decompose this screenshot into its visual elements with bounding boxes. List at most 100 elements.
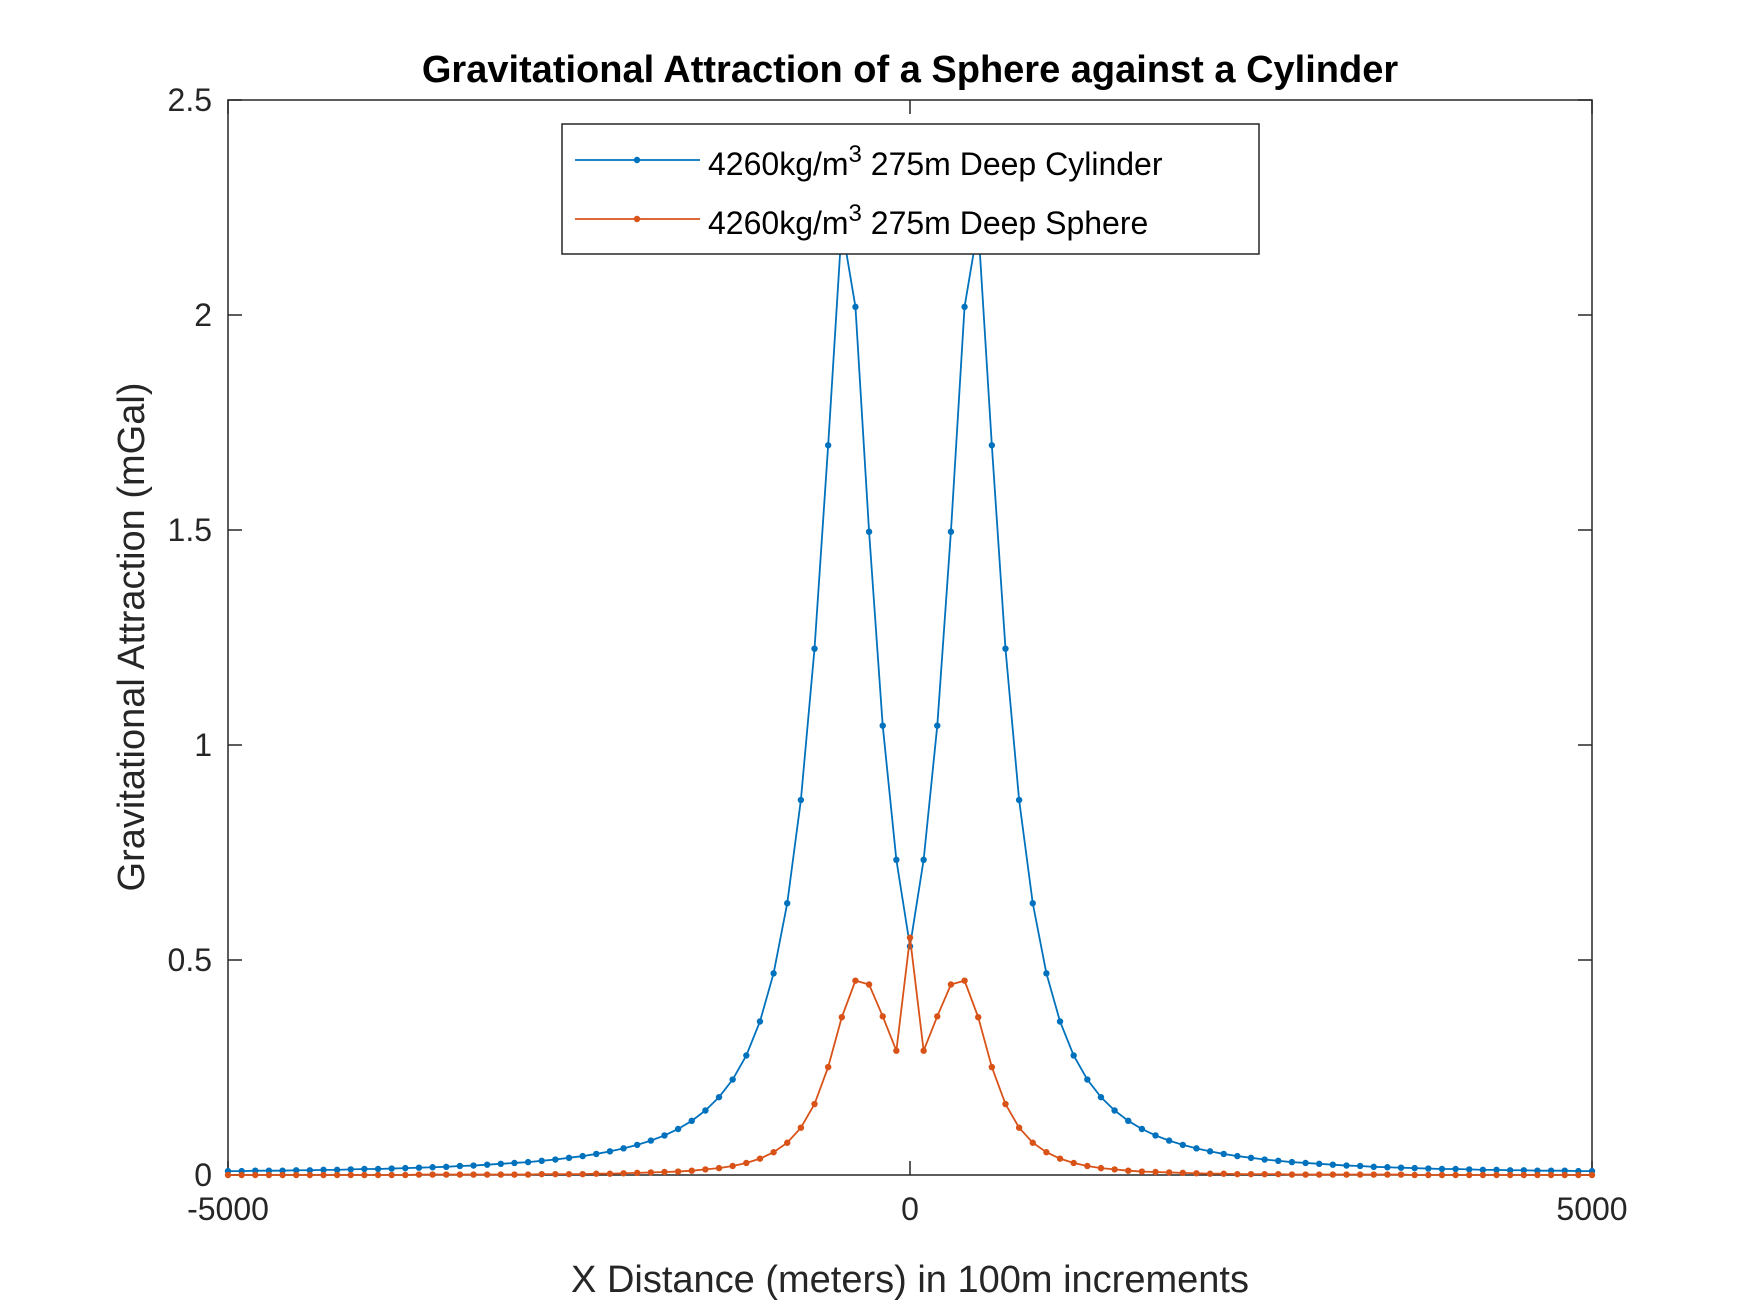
data-point-sphere — [947, 981, 955, 988]
data-point-cylinder — [1506, 1167, 1514, 1174]
data-point-cylinder — [361, 1165, 368, 1173]
data-point-sphere — [1152, 1168, 1159, 1176]
data-point-cylinder — [1029, 900, 1036, 907]
data-point-sphere — [920, 1047, 927, 1054]
data-point-sphere — [838, 1013, 845, 1021]
data-point-sphere — [1316, 1171, 1323, 1178]
data-point-sphere — [374, 1171, 382, 1179]
data-point-sphere — [1125, 1167, 1132, 1174]
data-point-cylinder — [947, 528, 955, 535]
data-point-sphere — [1138, 1168, 1146, 1175]
data-point-sphere — [634, 1169, 641, 1177]
legend-marker-cylinder — [633, 156, 641, 164]
data-point-cylinder — [1275, 1157, 1282, 1165]
data-point-cylinder — [756, 1018, 764, 1025]
data-point-cylinder — [415, 1164, 423, 1171]
data-point-sphere — [1411, 1171, 1418, 1179]
data-point-sphere — [429, 1171, 436, 1178]
data-point-cylinder — [1425, 1165, 1432, 1172]
data-point-cylinder — [674, 1125, 682, 1133]
data-point-sphere — [306, 1171, 314, 1179]
data-point-sphere — [1234, 1170, 1241, 1178]
data-point-sphere — [320, 1171, 327, 1179]
x-tick-label: 5000 — [1556, 1191, 1627, 1227]
data-point-cylinder — [1070, 1052, 1077, 1059]
data-point-cylinder — [1043, 970, 1050, 977]
data-point-sphere — [661, 1168, 668, 1176]
data-point-sphere — [674, 1168, 682, 1175]
data-point-sphere — [1397, 1171, 1405, 1178]
data-point-sphere — [1329, 1171, 1337, 1178]
data-point-cylinder — [934, 722, 941, 729]
y-tick-label: 1 — [194, 727, 212, 763]
data-point-cylinder — [1193, 1145, 1200, 1152]
data-point-cylinder — [470, 1162, 477, 1169]
data-point-cylinder — [538, 1157, 545, 1165]
data-point-sphere — [593, 1170, 600, 1177]
data-point-cylinder — [374, 1165, 382, 1173]
data-point-sphere — [456, 1171, 464, 1178]
data-point-cylinder — [1206, 1148, 1214, 1155]
x-tick-label: -5000 — [187, 1191, 269, 1227]
data-point-sphere — [620, 1170, 627, 1177]
data-point-sphere — [606, 1170, 614, 1177]
data-point-cylinder — [715, 1093, 723, 1101]
legend-label-cylinder-sup: 3 — [849, 141, 862, 168]
y-tick-label: 0 — [194, 1157, 212, 1193]
data-point-cylinder — [1220, 1150, 1227, 1158]
data-point-cylinder — [688, 1117, 695, 1125]
data-point-cylinder — [1084, 1076, 1091, 1083]
data-point-sphere — [1015, 1124, 1023, 1131]
data-point-cylinder — [347, 1166, 354, 1173]
data-point-sphere — [1275, 1170, 1282, 1178]
data-point-cylinder — [620, 1145, 627, 1152]
data-point-cylinder — [1452, 1165, 1459, 1173]
data-point-sphere — [265, 1171, 273, 1179]
data-point-cylinder — [920, 856, 927, 864]
data-point-cylinder — [1015, 796, 1023, 804]
data-point-cylinder — [784, 900, 791, 907]
data-point-sphere — [756, 1155, 764, 1162]
data-point-cylinder — [1411, 1164, 1418, 1172]
data-point-sphere — [1534, 1171, 1541, 1179]
data-point-sphere — [1506, 1171, 1514, 1179]
data-point-sphere — [1084, 1162, 1091, 1170]
data-point-cylinder — [1493, 1166, 1500, 1174]
data-point-cylinder — [1343, 1162, 1350, 1169]
data-point-cylinder — [647, 1137, 655, 1144]
data-point-sphere — [1466, 1171, 1473, 1179]
data-point-cylinder — [565, 1154, 573, 1162]
data-point-cylinder — [1479, 1166, 1487, 1174]
data-point-cylinder — [606, 1148, 614, 1155]
legend-label-cylinder: 4260kg/m3 275m Deep Cylinder — [708, 141, 1163, 182]
data-point-cylinder — [443, 1163, 450, 1171]
legend-marker-sphere — [633, 215, 641, 223]
y-tick-label: 1.5 — [168, 512, 212, 548]
data-point-sphere — [1343, 1171, 1350, 1178]
data-point-sphere — [702, 1166, 709, 1173]
data-point-cylinder — [483, 1161, 491, 1168]
data-point-cylinder — [1329, 1161, 1337, 1168]
data-point-cylinder — [634, 1141, 641, 1149]
data-point-cylinder — [456, 1162, 464, 1170]
data-point-cylinder — [1316, 1160, 1323, 1168]
data-point-sphere — [483, 1171, 491, 1178]
legend-box — [561, 123, 1260, 255]
data-point-cylinder — [579, 1152, 586, 1160]
data-point-sphere — [811, 1100, 818, 1108]
data-point-cylinder — [879, 722, 886, 729]
data-point-cylinder — [1370, 1163, 1377, 1171]
data-point-sphere — [893, 1047, 900, 1054]
data-point-sphere — [293, 1171, 300, 1179]
data-point-cylinder — [1247, 1154, 1255, 1162]
data-point-sphere — [1070, 1159, 1077, 1167]
data-point-sphere — [1111, 1166, 1118, 1173]
data-point-cylinder — [402, 1164, 409, 1172]
data-point-sphere — [279, 1171, 286, 1179]
data-point-cylinder — [388, 1165, 395, 1172]
data-point-cylinder — [1002, 645, 1009, 652]
data-point-sphere — [224, 1171, 232, 1179]
data-point-cylinder — [511, 1159, 518, 1167]
data-point-sphere — [252, 1171, 259, 1179]
